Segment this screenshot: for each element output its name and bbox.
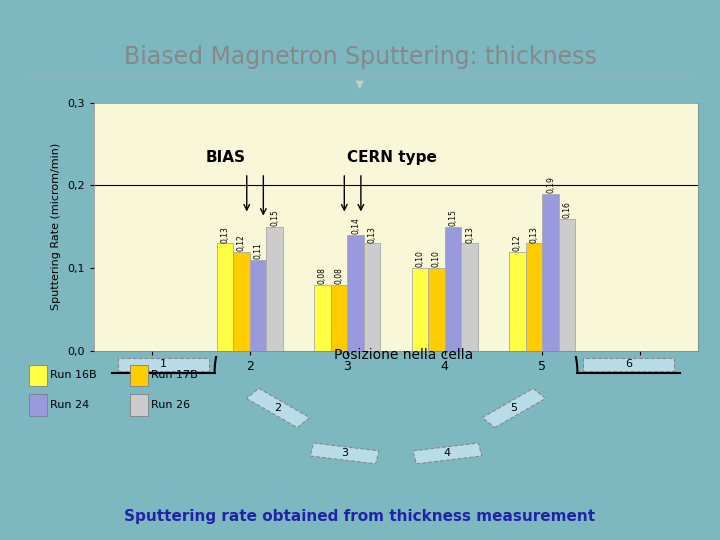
- Bar: [509, 252, 526, 351]
- Text: 3: 3: [341, 448, 348, 458]
- Text: CERN type: CERN type: [347, 150, 437, 165]
- Text: 0,13: 0,13: [368, 226, 377, 242]
- Y-axis label: Sputtering Rate (microm/min): Sputtering Rate (microm/min): [51, 143, 61, 310]
- Text: 0,13: 0,13: [529, 226, 539, 242]
- Text: 0,13: 0,13: [220, 226, 229, 242]
- Text: Posizione nella cella: Posizione nella cella: [333, 348, 473, 362]
- Text: 0,08: 0,08: [318, 267, 327, 284]
- Text: 0,19: 0,19: [546, 176, 555, 193]
- Text: 4: 4: [444, 448, 451, 458]
- Text: Sputtering rate obtained from thickness measurement: Sputtering rate obtained from thickness …: [125, 509, 595, 524]
- Text: Run 26: Run 26: [151, 400, 190, 410]
- Text: Run 24: Run 24: [50, 400, 90, 410]
- Polygon shape: [310, 443, 379, 464]
- Bar: [314, 285, 330, 351]
- Bar: [250, 260, 266, 351]
- Text: 0,10: 0,10: [432, 251, 441, 267]
- FancyBboxPatch shape: [583, 357, 674, 371]
- Polygon shape: [246, 388, 310, 428]
- Bar: [526, 244, 542, 351]
- Bar: [330, 285, 347, 351]
- Text: 0,14: 0,14: [351, 218, 360, 234]
- Bar: [217, 244, 233, 351]
- Text: 6: 6: [626, 359, 632, 369]
- Text: 0,08: 0,08: [334, 267, 343, 284]
- Bar: [364, 244, 380, 351]
- Text: BIAS: BIAS: [206, 150, 246, 165]
- Text: Run 17B: Run 17B: [151, 370, 198, 380]
- Text: ▲: ▲: [356, 78, 364, 89]
- Text: 2: 2: [274, 403, 282, 413]
- Text: 0,15: 0,15: [270, 209, 279, 226]
- Bar: [428, 268, 445, 351]
- Bar: [233, 252, 250, 351]
- Text: 0,11: 0,11: [253, 242, 263, 259]
- Text: 0,12: 0,12: [237, 234, 246, 251]
- Bar: [266, 227, 283, 351]
- Bar: [412, 268, 428, 351]
- Text: 0,15: 0,15: [449, 209, 458, 226]
- Text: Biased Magnetron Sputtering: thickness: Biased Magnetron Sputtering: thickness: [124, 45, 596, 69]
- Bar: [559, 219, 575, 351]
- Text: 5: 5: [510, 403, 518, 413]
- Bar: [445, 227, 462, 351]
- Text: 1: 1: [160, 359, 166, 369]
- Text: Run 16B: Run 16B: [50, 370, 97, 380]
- Bar: [462, 244, 478, 351]
- Polygon shape: [413, 443, 482, 464]
- Bar: [347, 235, 364, 351]
- Polygon shape: [482, 388, 546, 428]
- Text: 0,13: 0,13: [465, 226, 474, 242]
- Text: 0,12: 0,12: [513, 234, 522, 251]
- Text: 0,16: 0,16: [563, 201, 572, 218]
- Bar: [542, 194, 559, 351]
- FancyBboxPatch shape: [118, 357, 209, 371]
- Text: 0,10: 0,10: [415, 251, 424, 267]
